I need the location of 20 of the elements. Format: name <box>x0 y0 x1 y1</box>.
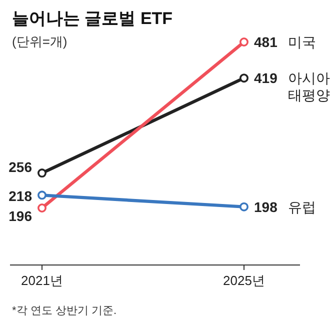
data-label: 218 <box>8 188 32 204</box>
point <box>240 38 248 46</box>
data-label: 196 <box>8 208 32 224</box>
data-label: 198 <box>254 198 278 215</box>
text: 미국 <box>288 34 316 50</box>
data-label: 481 <box>254 34 278 50</box>
x-tick-label: 2025년 <box>223 273 265 288</box>
text: 아시아 태평양 <box>288 70 330 104</box>
chart-subtitle: (단위=개) <box>12 34 68 49</box>
point <box>38 190 46 200</box>
data-label: 256 <box>8 159 32 176</box>
chart-title: 늘어나는 글로벌 ETF <box>12 9 173 28</box>
point <box>38 204 46 212</box>
point <box>240 202 248 212</box>
point <box>38 168 46 178</box>
data-label: 419 <box>254 70 278 86</box>
point <box>240 74 248 83</box>
text: *각 연도 상반기 기준. <box>12 305 117 317</box>
x-tick-label: 2021년 <box>21 273 63 288</box>
text: 유럽 <box>288 198 316 215</box>
